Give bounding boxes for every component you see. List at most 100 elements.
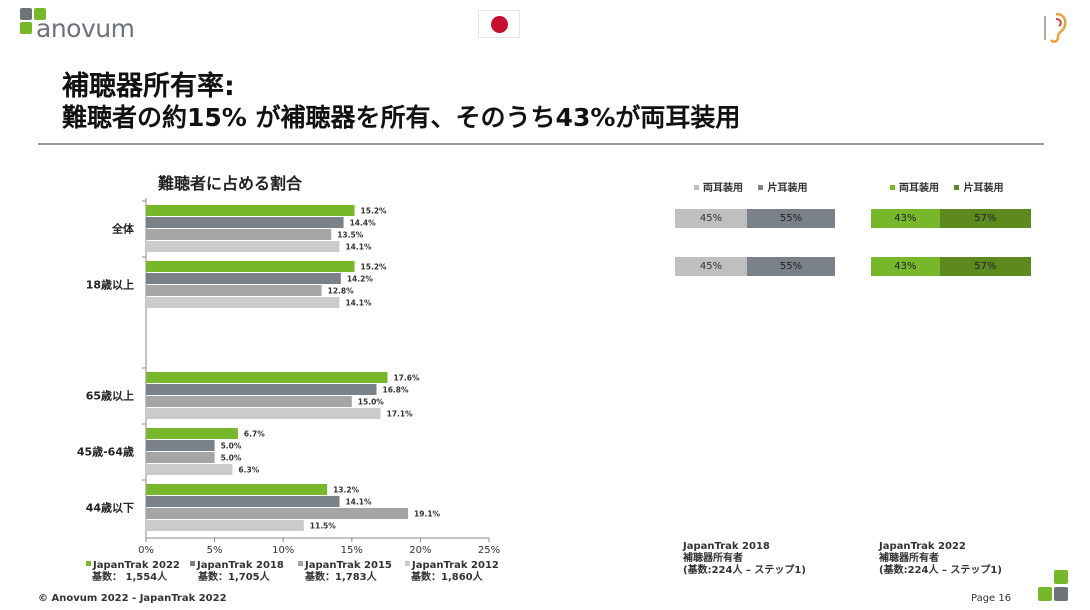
bar <box>146 285 322 296</box>
legend-label: JapanTrak 2015 <box>305 560 392 571</box>
stack-segment-unilateral: 55% <box>747 209 835 228</box>
bar-value-label: 12.8% <box>328 287 355 296</box>
bar-value-label: 11.5% <box>310 522 337 531</box>
x-tick-label: 20% <box>409 545 431 556</box>
bar-value-label: 13.2% <box>333 486 360 495</box>
legend-label: 片耳装用 <box>767 183 808 194</box>
bar-value-label: 6.7% <box>244 430 265 439</box>
bar <box>146 484 328 495</box>
ear-brand-icon <box>1044 12 1067 43</box>
hearing-loss-bar-chart: 0% 5% 10% 15% 20% 25% 全体 15.2% 14.4% 13.5% 14.1% 18… <box>77 198 500 556</box>
stack-legend-2018: 両耳装用 片耳装用 <box>694 179 807 194</box>
title-divider <box>38 143 1044 145</box>
bar-value-label: 19.1% <box>414 510 441 519</box>
stack-segment-bilateral: 45% <box>675 257 747 276</box>
legend-swatch <box>86 561 91 566</box>
bar-value-label: 14.4% <box>350 219 377 228</box>
segment-label: 45% <box>699 213 723 224</box>
x-tick-label: 15% <box>341 545 363 556</box>
logo-text: anovum <box>36 14 135 43</box>
bar-value-label: 17.6% <box>393 374 420 383</box>
bar-value-label: 14.2% <box>347 275 374 284</box>
stacked-bar-2018-1: 45% 55% <box>675 209 835 228</box>
x-tick-label: 25% <box>478 545 500 556</box>
bar <box>146 508 409 519</box>
stack-segment-unilateral: 57% <box>939 209 1031 228</box>
legend-swatch <box>190 561 195 566</box>
bar-value-label: 14.1% <box>345 498 372 507</box>
bar-value-label: 16.8% <box>382 386 409 395</box>
legend-label: JapanTrak 2012 <box>412 560 499 571</box>
segment-label: 55% <box>779 261 803 272</box>
bar <box>146 384 377 395</box>
legend-label: 片耳装用 <box>963 183 1004 194</box>
bar <box>146 241 340 252</box>
segment-label: 45% <box>699 261 723 272</box>
japan-flag-icon <box>478 10 520 38</box>
page-number: Page 16 <box>971 593 1012 604</box>
stack-segment-unilateral: 57% <box>939 257 1031 276</box>
legend-item-jt2018: JapanTrak 2018 基数：1,705人 <box>190 560 284 584</box>
bar <box>146 372 388 383</box>
bar <box>146 520 304 531</box>
page-subtitle: 難聴者の約15% が補聴器を所有、そのうち43%が両耳装用 <box>62 103 741 132</box>
legend-swatch <box>694 185 699 190</box>
category-label: 45歳-64歳 <box>77 445 134 459</box>
x-tick-label: 0% <box>138 545 154 556</box>
bar-value-label: 14.1% <box>345 299 372 308</box>
legend-swatch <box>954 185 960 190</box>
legend-base: 基数：1,705人 <box>198 572 270 583</box>
corner-squares-icon <box>1038 570 1070 604</box>
legend-item-jt2015: JapanTrak 2015 基数：1,783人 <box>298 560 392 584</box>
x-tick-label: 5% <box>207 545 223 556</box>
footer-copyright: © Anovum 2022 - JapanTrak 2022 <box>38 593 227 604</box>
legend-item-jt2022: JapanTrak 2022 基数： 1,554人 <box>86 560 180 584</box>
stacked-bar-2022-1: 43% 57% <box>871 209 1031 228</box>
bar <box>146 261 355 272</box>
bar <box>146 217 344 228</box>
note-line: 補聴器所有者 <box>879 553 939 564</box>
legend-swatch <box>298 561 303 566</box>
legend-base: 基数：1,860人 <box>411 572 483 583</box>
bar-value-label: 6.3% <box>238 466 259 475</box>
segment-label: 57% <box>974 261 997 272</box>
x-tick-label: 10% <box>272 545 294 556</box>
legend-base: 基数：1,783人 <box>305 572 377 583</box>
bar-value-label: 15.2% <box>361 263 388 272</box>
bar-value-label: 15.0% <box>358 398 385 407</box>
legend-label: JapanTrak 2022 <box>93 560 180 571</box>
stack-segment-bilateral: 43% <box>871 257 940 276</box>
bar <box>146 297 340 308</box>
logo-squares-icon <box>20 8 48 38</box>
stack-legend-2022: 両耳装用 片耳装用 <box>890 179 1003 194</box>
page-title: 補聴器所有率: <box>62 71 235 102</box>
category-label: 44歳以下 <box>86 501 134 515</box>
stack-note-2022: JapanTrak 2022 補聴器所有者 (基数:224人 – ステップ1) <box>879 541 1002 577</box>
bar <box>146 229 332 240</box>
stacked-bar-2018-2: 45% 55% <box>675 257 835 276</box>
bar <box>146 205 355 216</box>
category-label: 65歳以上 <box>86 389 134 403</box>
note-line: 補聴器所有者 <box>683 553 743 564</box>
bar <box>146 273 341 284</box>
legend-swatch <box>890 185 895 190</box>
stack-note-2018: JapanTrak 2018 補聴器所有者 (基数:224人 – ステップ1) <box>683 541 806 577</box>
legend-swatch <box>405 561 410 566</box>
note-line: JapanTrak 2022 <box>879 541 966 552</box>
bar <box>146 408 381 419</box>
legend-item-jt2012: JapanTrak 2012 基数：1,860人 <box>405 560 499 584</box>
segment-label: 43% <box>894 261 917 272</box>
bar <box>146 452 215 463</box>
segment-label: 43% <box>894 213 917 224</box>
note-line: JapanTrak 2018 <box>683 541 770 552</box>
legend-label: JapanTrak 2018 <box>197 560 284 571</box>
bar-value-label: 5.0% <box>221 454 242 463</box>
bar-value-label: 14.1% <box>345 243 372 252</box>
stack-segment-unilateral: 55% <box>747 257 835 276</box>
segment-label: 55% <box>779 213 803 224</box>
bar <box>146 428 238 439</box>
legend-base: 基数： 1,554人 <box>92 572 168 583</box>
bar <box>146 440 215 451</box>
bar <box>146 496 340 507</box>
legend-label: 両耳装用 <box>703 183 743 194</box>
